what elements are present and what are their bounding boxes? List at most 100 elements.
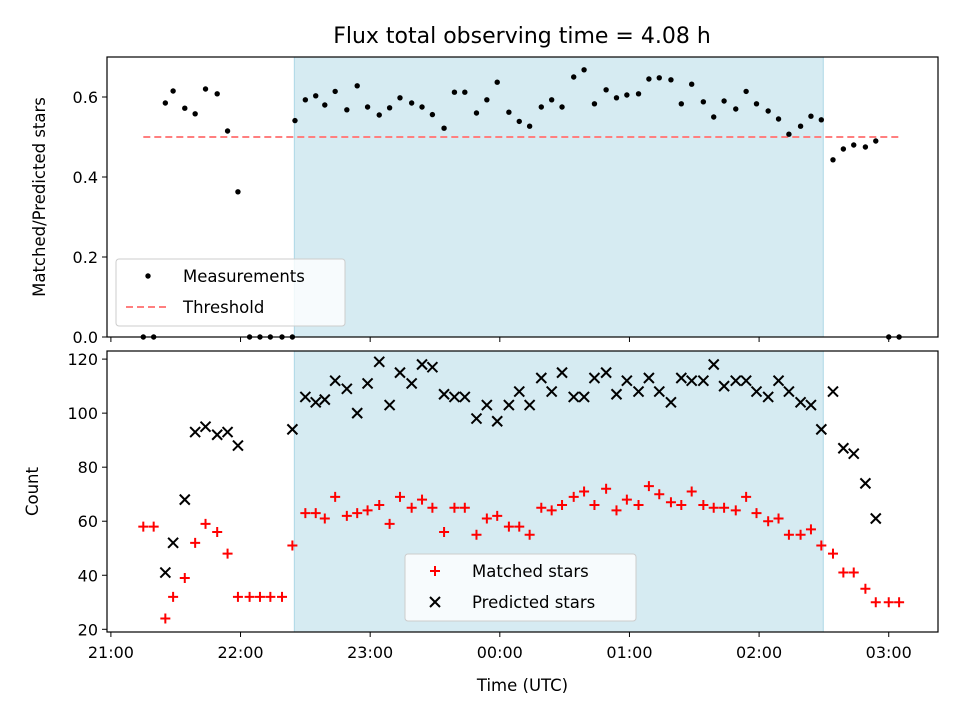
y-tick-label: 100 — [67, 404, 98, 423]
matched-stars-point — [795, 529, 806, 540]
measurement-point — [354, 83, 360, 89]
measurement-point — [494, 79, 500, 85]
measurement-point — [688, 81, 695, 87]
legend-box — [115, 258, 346, 327]
matched-stars-point — [601, 483, 612, 494]
predicted-stars-point — [740, 375, 752, 387]
matched-stars-point — [698, 500, 709, 511]
y-tick-label: 20 — [78, 620, 98, 639]
measurement-point — [419, 104, 425, 110]
matched-stars-point — [190, 537, 201, 548]
predicted-stars-point — [394, 366, 406, 379]
x-tick-label: 00:00 — [477, 643, 523, 662]
measurement-point — [873, 138, 879, 144]
matched-stars-point — [751, 508, 762, 519]
matched-stars-point — [287, 540, 298, 551]
measurement-point — [162, 100, 169, 106]
predicted-stars-point — [578, 391, 590, 403]
predicted-stars-point — [697, 375, 710, 387]
x-tick-label: 02:00 — [736, 643, 782, 662]
predicted-stars-point — [232, 439, 244, 452]
matched-stars-point — [536, 502, 547, 513]
predicted-stars-point — [675, 372, 688, 384]
matched-stars-point — [427, 502, 438, 513]
predicted-stars-point — [772, 375, 785, 387]
matched-stars-point — [589, 500, 600, 511]
predicted-stars-point — [299, 391, 312, 403]
measurement-point — [678, 101, 685, 107]
predicted-stars-point — [545, 385, 558, 398]
x-tick-label: 22:00 — [217, 643, 263, 662]
predicted-stars-point — [870, 512, 882, 525]
measurement-point — [613, 95, 620, 101]
predicted-stars-point — [329, 375, 341, 387]
measurement-point — [202, 86, 209, 92]
predicted-stars-point — [610, 388, 623, 400]
legend-label: Predicted stars — [472, 593, 595, 612]
x-tick-label: 01:00 — [606, 643, 652, 662]
matched-stars-point — [471, 529, 482, 540]
x-tick-label: 21:00 — [88, 643, 134, 662]
matched-stars-point — [633, 500, 644, 511]
measurement-point — [808, 113, 814, 119]
matched-stars-point — [394, 491, 405, 502]
measurement-point — [721, 98, 727, 104]
matched-stars-point — [894, 597, 905, 608]
measurement-point — [484, 97, 490, 103]
predicted-stars-point — [762, 391, 774, 403]
y-tick-label: 0.2 — [73, 248, 98, 267]
measurement-point — [506, 109, 512, 115]
matched-stars-point — [503, 521, 514, 532]
matched-stars-point — [254, 591, 265, 602]
matched-stars-point — [708, 502, 719, 513]
y-tick-label: 80 — [78, 458, 98, 477]
matched-stars-point — [160, 613, 171, 624]
matched-stars-point — [265, 591, 276, 602]
predicted-stars-point — [199, 420, 212, 433]
measurement-point — [429, 111, 436, 118]
y-axis-label: Count — [23, 466, 42, 516]
matched-stars-point — [579, 486, 590, 497]
x-tick-label: 23:00 — [347, 643, 393, 662]
matched-stars-point — [719, 502, 730, 513]
x-axis-label: Time (UTC) — [476, 676, 568, 695]
matched-stars-point — [138, 521, 149, 532]
predicted-stars-point — [568, 391, 580, 403]
predicted-stars-point — [383, 399, 396, 411]
predicted-stars-point — [535, 372, 548, 384]
measurement-point — [302, 97, 309, 103]
matched-stars-point — [222, 548, 233, 559]
predicted-stars-point — [827, 385, 839, 398]
y-tick-label: 0.0 — [73, 328, 98, 347]
matched-stars-point — [763, 516, 774, 527]
matched-stars-point — [643, 481, 654, 492]
predicted-stars-point — [470, 412, 483, 425]
measurement-point — [656, 75, 662, 81]
matched-stars-point — [406, 502, 417, 513]
measurement-point — [830, 157, 836, 163]
measurement-point — [192, 111, 198, 117]
predicted-stars-point — [373, 356, 385, 368]
measurement-point — [743, 88, 749, 95]
measurement-point — [765, 108, 771, 114]
predicted-stars-point — [708, 358, 720, 371]
measurement-point — [322, 102, 328, 108]
measurement-point — [344, 107, 350, 113]
predicted-stars-point — [491, 415, 503, 427]
y-tick-label: 0.6 — [73, 88, 98, 107]
measurement-point — [332, 88, 338, 95]
matched-stars-point — [730, 505, 741, 516]
legend-label: Threshold — [182, 298, 264, 317]
matched-stars-point — [883, 597, 894, 608]
y-tick-label: 40 — [78, 566, 98, 585]
matched-stars-point — [374, 500, 385, 511]
measurement-point — [538, 104, 544, 110]
matched-stars-point — [686, 486, 697, 497]
predicted-stars-point — [341, 383, 353, 395]
predicted-stars-point — [426, 361, 439, 373]
matched-stars-point — [148, 521, 159, 532]
measurement-point — [292, 117, 298, 124]
y-axis-label: Matched/Predicted stars — [30, 97, 49, 297]
measurement-point — [224, 128, 231, 134]
